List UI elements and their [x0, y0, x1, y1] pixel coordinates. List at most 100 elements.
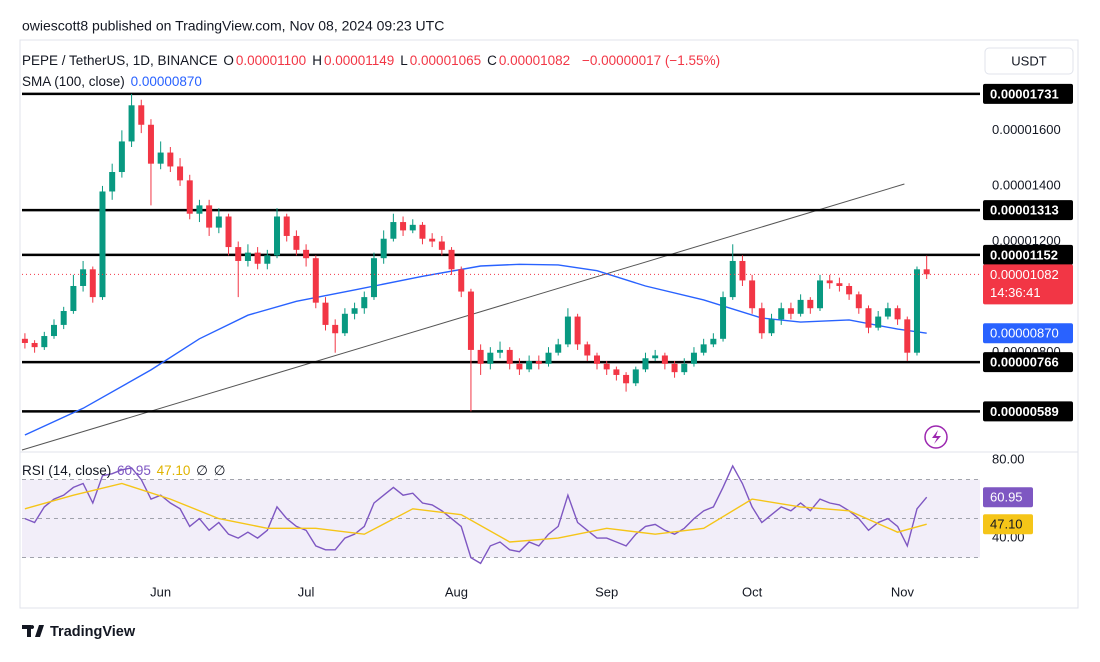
candle-body: [60, 311, 67, 325]
candle-body: [118, 141, 125, 173]
candle-body: [700, 344, 707, 353]
candle-body: [671, 363, 678, 373]
publisher: owiescott8 published on TradingView.com,…: [22, 18, 444, 34]
sma-tag: [983, 323, 1073, 344]
candle-body: [593, 355, 600, 364]
candle-body: [807, 299, 814, 309]
rsi-name: RSI (14, close): [22, 463, 112, 478]
candle-body: [467, 291, 474, 350]
candle-body: [652, 355, 659, 359]
level-tag: [983, 401, 1073, 422]
brand: TradingView: [50, 624, 136, 640]
x-tick-label: Oct: [742, 584, 763, 599]
candle-body: [632, 369, 639, 384]
rsi-tag-label: 47.10: [990, 517, 1023, 532]
candle-body: [138, 105, 145, 125]
rsi-value: 60.95: [117, 463, 151, 478]
candle-body: [293, 235, 300, 250]
ohlc-key: C: [487, 53, 497, 68]
level-label: 0.00001731: [990, 86, 1059, 101]
candle-body: [574, 316, 581, 345]
candle-body: [894, 308, 901, 320]
candle-body: [254, 252, 261, 264]
candle-body: [235, 247, 242, 261]
candle-body: [739, 260, 746, 281]
candle-body: [768, 319, 775, 334]
candle-body: [516, 363, 523, 370]
candle-body: [778, 308, 785, 320]
candle-body: [264, 255, 271, 264]
sma-line: [24, 263, 927, 436]
candle-body: [487, 352, 494, 364]
rsi-ma-value: 47.10: [156, 463, 191, 478]
alert-icon[interactable]: [924, 425, 948, 449]
candle-body: [89, 269, 96, 298]
candle-body: [41, 336, 48, 348]
candle-body: [603, 363, 610, 370]
level-tag: [983, 200, 1073, 221]
candle-body: [419, 224, 426, 239]
candle-body: [836, 283, 843, 286]
candle-body: [206, 205, 213, 228]
candle-body: [661, 355, 668, 364]
candle-body: [545, 352, 552, 364]
candle-body: [283, 216, 290, 236]
candle-body: [884, 308, 891, 317]
x-tick-label: Sep: [595, 584, 618, 599]
candle-body: [710, 338, 717, 345]
change: −0.00000017 (−1.55%): [581, 53, 721, 68]
x-tick-label: Jul: [298, 584, 315, 599]
candle-body: [109, 172, 116, 192]
rsi-band: [22, 479, 980, 558]
candle-body: [797, 299, 804, 314]
candle-body: [361, 297, 368, 309]
candle-body: [225, 216, 232, 248]
candle-body: [865, 308, 872, 328]
ohlc-value: 0.00001149: [323, 53, 395, 68]
candle-body: [477, 349, 484, 364]
candle-body: [875, 316, 882, 328]
candle-body: [167, 152, 174, 167]
candle-body: [749, 280, 756, 309]
ohlc-value: 0.00001065: [409, 53, 482, 68]
candle-body: [400, 222, 407, 231]
symbol: PEPE / TetherUS, 1D, BINANCE: [22, 53, 218, 68]
candle-body: [555, 344, 562, 353]
candle-body: [370, 258, 377, 298]
ohlc-key: H: [312, 53, 322, 68]
rsi-marker: ∅: [213, 463, 226, 478]
candle-body: [855, 294, 862, 309]
x-tick-label: Aug: [445, 584, 468, 599]
candle-body: [826, 280, 833, 284]
currency[interactable]: USDT: [1011, 53, 1046, 68]
candle-body: [846, 285, 853, 295]
candle-body: [332, 324, 339, 334]
y-tick-label: 0.00001600: [992, 122, 1061, 137]
level-label: 0.00000589: [990, 404, 1059, 419]
candle-body: [913, 269, 920, 353]
candle-body: [157, 152, 164, 164]
candle-body: [244, 252, 251, 261]
rsi-line: [24, 482, 927, 543]
candle-body: [128, 105, 135, 142]
candle-body: [215, 216, 222, 228]
candle-body: [312, 258, 319, 303]
candle-body: [429, 238, 436, 242]
sma-legend: SMA (100, close) 0.00000870: [22, 74, 204, 89]
last-price-tag: [983, 264, 1073, 305]
alert-bolt: [932, 430, 941, 444]
currency-box[interactable]: [984, 47, 1074, 75]
level-tag: [983, 244, 1073, 265]
ohlc-key: O: [223, 53, 234, 68]
ohlc-value: 0.00001082: [498, 53, 571, 68]
candle-body: [613, 369, 620, 375]
candle-body: [196, 205, 203, 214]
price-legend: PEPE / TetherUS, 1D, BINANCE O 0.00001100…: [22, 53, 722, 68]
candle-body: [303, 249, 310, 259]
candle-body: [409, 224, 416, 231]
rsi-legend: RSI (14, close) 60.95 47.10 ∅ ∅: [22, 463, 227, 479]
countdown: 14:36:41: [990, 285, 1041, 300]
candle-body: [80, 269, 87, 286]
